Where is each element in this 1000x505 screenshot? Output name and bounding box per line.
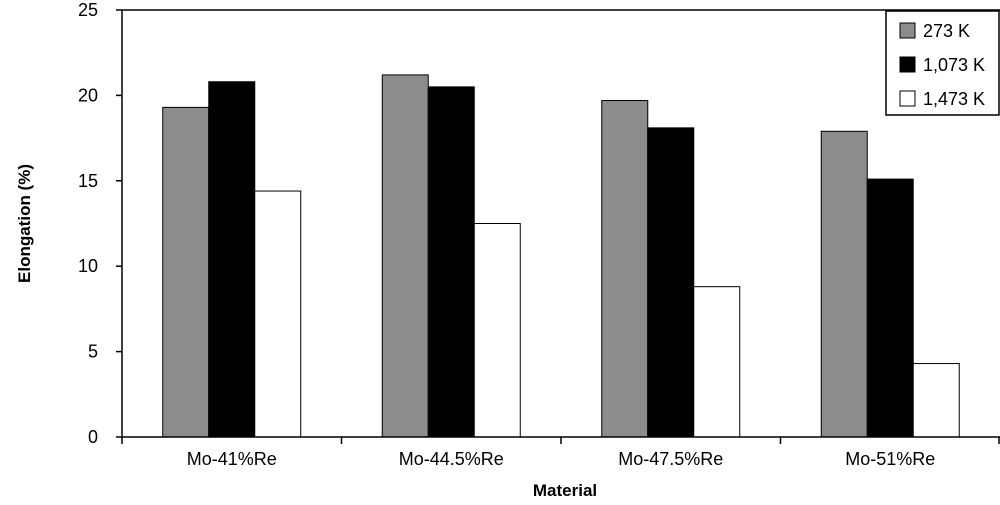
x-tick-label: Mo-51%Re: [845, 449, 935, 469]
bar-mo47.5re-series-2: [693, 286, 741, 438]
bar-mo44.5re-series-2: [473, 223, 521, 438]
legend: 273 K 1,073 K 1,473 K: [885, 10, 1000, 116]
y-axis-ticks: 0 5 10 15 20 25: [78, 0, 122, 447]
bar-mo41re-series-0: [162, 106, 210, 438]
bar-marks: [162, 74, 960, 438]
y-tick-label: 0: [88, 427, 98, 447]
bar-mo44.5re-series-0: [381, 74, 429, 438]
bar-mo47.5re-series-0: [601, 100, 649, 438]
y-tick-label: 10: [78, 256, 98, 276]
x-tick-label: Mo-47.5%Re: [618, 449, 723, 469]
y-tick-label: 5: [88, 342, 98, 362]
x-axis-title: Material: [533, 481, 597, 500]
legend-swatch: [899, 56, 916, 73]
bar-mo41re-series-2: [254, 190, 302, 438]
bar-mo41re-series-1: [208, 81, 256, 438]
legend-swatch: [899, 22, 916, 39]
y-axis-title: Elongation (%): [15, 164, 34, 283]
bar-mo51re-series-2: [912, 363, 960, 438]
y-tick-label: 15: [78, 171, 98, 191]
x-axis-ticks: Mo-41%Re Mo-44.5%Re Mo-47.5%Re Mo-51%Re: [121, 437, 1000, 469]
bar-mo47.5re-series-1: [647, 127, 695, 438]
bar-mo51re-series-1: [866, 178, 914, 438]
x-tick-label: Mo-44.5%Re: [399, 449, 504, 469]
legend-label: 273 K: [923, 21, 970, 41]
x-tick-label: Mo-41%Re: [187, 449, 277, 469]
legend-label: 1,473 K: [923, 89, 985, 109]
y-tick-label: 20: [78, 85, 98, 105]
bar-mo51re-series-0: [820, 130, 868, 438]
legend-swatch: [899, 90, 916, 107]
y-tick-label: 25: [78, 0, 98, 20]
bar-mo44.5re-series-1: [427, 86, 475, 438]
legend-label: 1,073 K: [923, 55, 985, 75]
